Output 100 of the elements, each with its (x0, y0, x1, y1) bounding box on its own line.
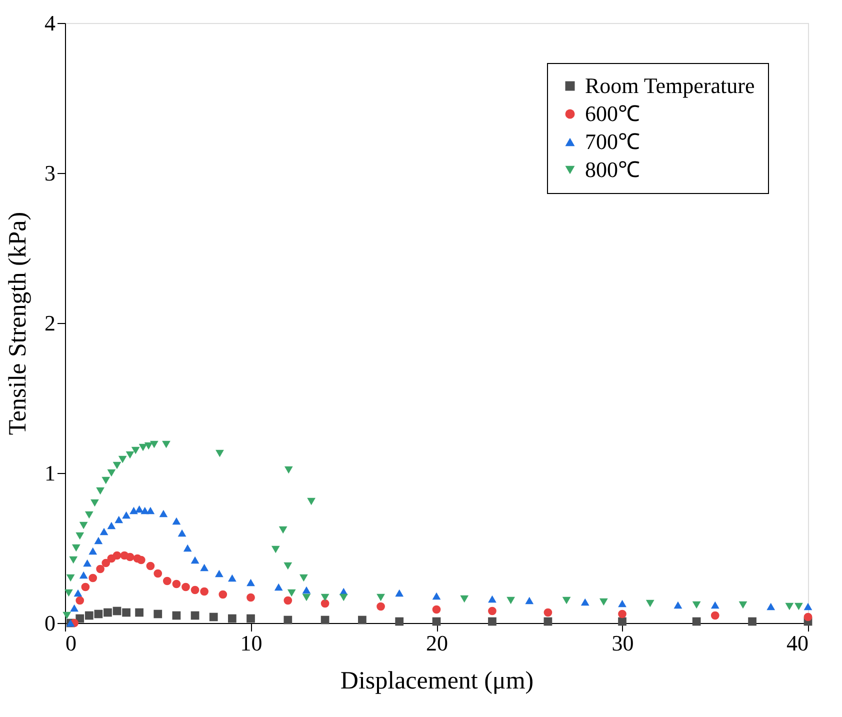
point (162, 440, 170, 448)
point (183, 544, 192, 552)
point (228, 574, 236, 582)
point (102, 558, 110, 568)
point (228, 614, 236, 623)
point (104, 608, 112, 617)
point (118, 456, 127, 464)
point (84, 511, 94, 519)
point (126, 451, 134, 459)
point (544, 608, 552, 617)
point (74, 589, 82, 597)
point (146, 562, 155, 570)
point (172, 611, 181, 620)
point (544, 617, 552, 626)
point (70, 604, 78, 612)
point (320, 594, 330, 602)
point (710, 611, 720, 620)
point (804, 612, 812, 622)
point (172, 580, 181, 588)
point (84, 611, 94, 620)
point (488, 617, 496, 626)
point (146, 506, 155, 514)
point (96, 487, 104, 495)
point (107, 469, 116, 477)
point (136, 556, 146, 564)
point (83, 559, 92, 567)
point (200, 564, 208, 572)
point (94, 536, 103, 544)
point (150, 440, 158, 448)
point (748, 617, 756, 626)
y-tick-label: 4 (44, 10, 56, 36)
point (646, 600, 654, 608)
point (72, 544, 80, 552)
y-tick-label: 0 (44, 610, 56, 636)
point (302, 594, 311, 602)
legend-label: Room Temperature (585, 73, 755, 98)
point (766, 602, 776, 610)
point (488, 606, 496, 616)
point (246, 593, 255, 602)
point (302, 586, 311, 594)
point (190, 611, 200, 620)
point (200, 587, 208, 596)
point (300, 574, 308, 582)
point (64, 589, 73, 597)
point (218, 590, 228, 599)
point (96, 564, 104, 574)
point (432, 605, 441, 614)
point (107, 522, 116, 530)
x-tick-label: 10 (240, 630, 262, 656)
point (94, 610, 103, 618)
point (488, 595, 496, 603)
x-tick-label: 0 (66, 630, 76, 656)
y-tick-label: 3 (44, 160, 56, 186)
point (79, 522, 88, 530)
y-axis-title: Tensile Strength (kPa) (4, 212, 32, 436)
point (274, 583, 283, 591)
point (692, 617, 701, 626)
point (214, 570, 224, 578)
point (794, 602, 803, 610)
point (284, 616, 292, 624)
point (618, 610, 626, 618)
point (122, 608, 130, 617)
point (76, 596, 84, 605)
point (284, 596, 292, 605)
point (618, 617, 626, 626)
point (804, 602, 812, 610)
y-tick-label: 1 (44, 460, 56, 486)
x-tick-label: 20 (426, 630, 448, 656)
point (284, 562, 292, 570)
point (135, 505, 144, 513)
point (81, 582, 90, 592)
point (246, 614, 255, 623)
point (190, 586, 200, 594)
point (307, 498, 316, 506)
legend-label: 800℃ (585, 157, 640, 182)
point (88, 547, 98, 555)
point (88, 574, 98, 582)
x-tick-label: 30 (612, 630, 634, 656)
point (190, 556, 200, 564)
point (131, 446, 140, 454)
point (154, 610, 162, 618)
point (138, 444, 148, 452)
legend-label: 700℃ (585, 129, 640, 154)
point (216, 450, 224, 458)
point (135, 608, 144, 617)
point (738, 601, 748, 609)
point (395, 589, 404, 597)
point (126, 552, 134, 562)
point (112, 462, 122, 470)
point (162, 576, 172, 586)
point (246, 578, 255, 586)
point (79, 571, 88, 579)
point (432, 592, 441, 600)
y-tick-label: 2 (44, 310, 56, 336)
point (376, 594, 385, 602)
point (172, 517, 181, 525)
point (182, 582, 190, 592)
point (320, 616, 330, 624)
point (562, 596, 571, 604)
x-axis-title: Displacement (μm) (340, 668, 534, 694)
